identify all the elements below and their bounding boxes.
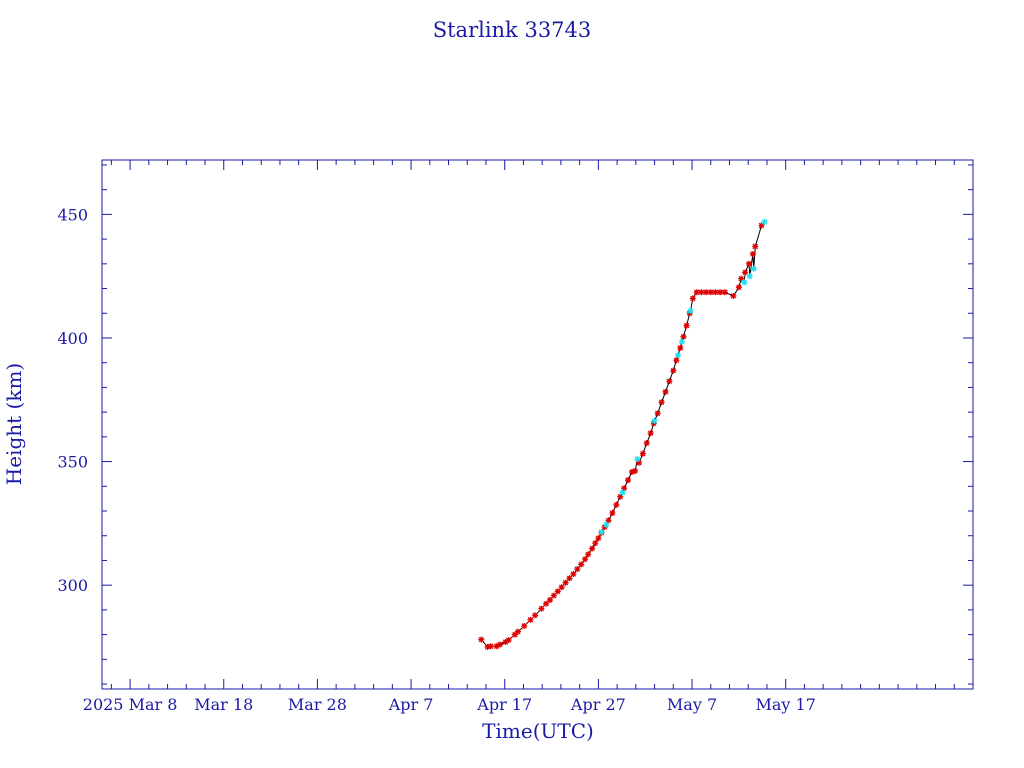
data-point-cyan: [598, 529, 605, 536]
data-point-red: [683, 322, 690, 329]
data-point-cyan: [761, 218, 768, 225]
data-point-red: [752, 243, 759, 250]
data-point-cyan: [678, 338, 685, 345]
data-point-red: [497, 641, 504, 648]
data-point-red: [566, 575, 573, 582]
data-point-cyan: [603, 521, 610, 528]
data-point-red: [749, 250, 756, 257]
data-point-red: [617, 493, 624, 500]
data-point-red: [613, 501, 620, 508]
axis-ticks: [102, 160, 973, 689]
data-trace: [480, 221, 765, 648]
plot-frame: [101, 159, 974, 690]
data-point-red: [521, 622, 528, 629]
data-point-red: [582, 556, 589, 563]
data-point-red: [658, 399, 665, 406]
x-tick-label: May 7: [667, 695, 717, 714]
data-point-red: [654, 410, 661, 417]
data-point-red: [689, 295, 696, 302]
x-axis-title: Time(UTC): [482, 719, 594, 743]
x-tick-label: Apr 17: [476, 695, 532, 714]
x-tick-label: Apr 27: [570, 695, 626, 714]
data-point-red: [746, 260, 753, 267]
data-point-cyan: [746, 273, 753, 280]
data-point-red: [666, 378, 673, 385]
data-point-red: [558, 584, 565, 591]
data-point-red: [673, 357, 680, 364]
data-point-red: [538, 605, 545, 612]
data-point-red: [643, 440, 650, 447]
data-point-red: [717, 289, 724, 296]
data-point-red: [677, 344, 684, 351]
data-point-cyan: [687, 307, 694, 314]
height-trace-line: [480, 221, 765, 648]
data-point-red: [742, 269, 749, 276]
data-point-red: [546, 597, 553, 604]
data-point-red: [487, 643, 494, 650]
data-point-red: [625, 477, 632, 484]
data-point-red: [574, 566, 581, 573]
data-point-red: [647, 430, 654, 437]
data-point-cyan: [674, 352, 681, 359]
y-tick-label: 450: [57, 205, 88, 224]
data-point-red: [554, 588, 561, 595]
data-point-red: [532, 612, 539, 619]
y-tick-label: 400: [57, 329, 88, 348]
data-point-red: [585, 551, 592, 558]
axis-tick-labels: 2025 Mar 8 Mar 18 Mar 28 Apr 7 Apr 17 Apr 27 M…: [57, 205, 815, 714]
y-tick-label: 350: [57, 453, 88, 472]
data-point-red: [730, 292, 737, 299]
data-point-red: [578, 561, 585, 568]
data-point-red: [592, 540, 599, 547]
y-tick-label: 300: [57, 576, 88, 595]
data-point-red: [595, 535, 602, 542]
data-point-red: [639, 450, 646, 457]
data-point-red: [562, 579, 569, 586]
data-point-red: [721, 289, 728, 296]
data-point-cyan: [741, 279, 748, 286]
x-tick-label: Mar 28: [288, 695, 347, 714]
y-axis-title: Height (km): [2, 363, 26, 485]
data-point-red: [550, 592, 557, 599]
data-point-cyan: [651, 417, 658, 424]
x-tick-label: Mar 18: [194, 695, 253, 714]
data-point-cyan: [750, 265, 757, 272]
data-point-red: [680, 333, 687, 340]
data-point-red: [605, 517, 612, 524]
data-markers: [478, 218, 768, 650]
chart-title: Starlink 33743: [433, 18, 592, 42]
x-tick-label: 2025 Mar 8: [83, 695, 178, 714]
x-tick-label: Apr 7: [388, 695, 434, 714]
data-point-cyan: [619, 489, 626, 496]
data-point-red: [632, 467, 639, 474]
data-point-red: [589, 545, 596, 552]
data-point-red: [478, 636, 485, 643]
data-point-red: [670, 367, 677, 374]
x-tick-label: May 17: [755, 695, 815, 714]
data-point-cyan: [634, 456, 641, 463]
data-point-red: [662, 388, 669, 395]
data-point-red: [570, 571, 577, 578]
data-point-red: [543, 600, 550, 607]
data-point-red: [514, 628, 521, 635]
data-point-red: [621, 485, 628, 492]
data-point-red: [735, 284, 742, 291]
data-point-red: [609, 509, 616, 516]
data-point-red: [527, 616, 534, 623]
data-point-red: [505, 637, 512, 644]
